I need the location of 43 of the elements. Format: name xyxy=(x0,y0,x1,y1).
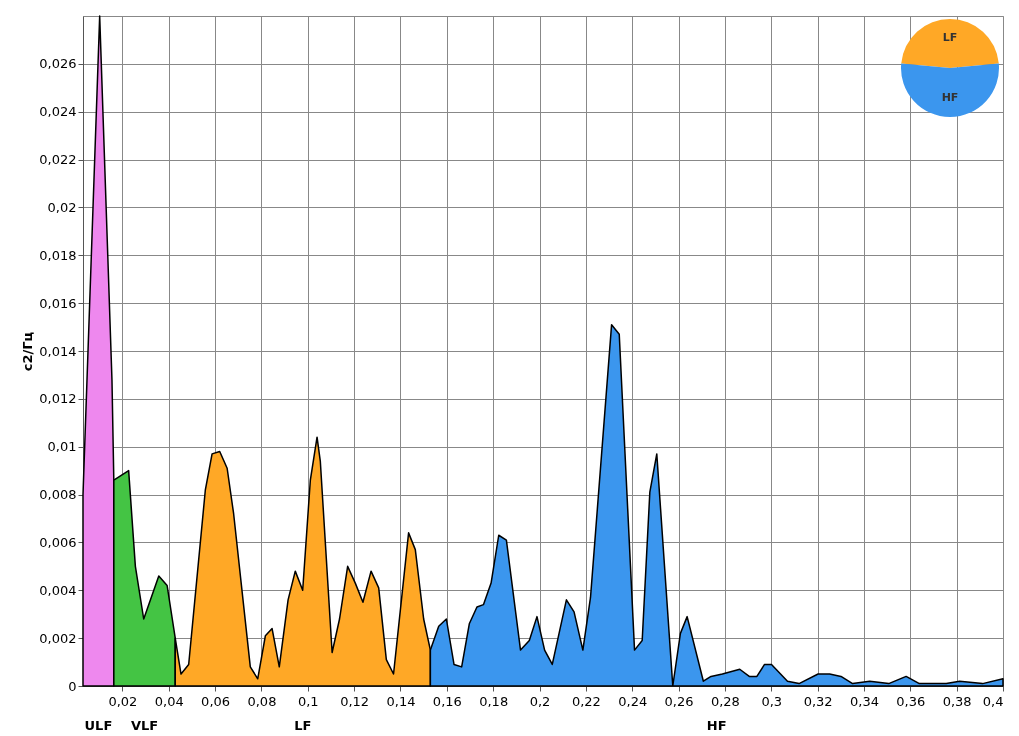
x-tick-label: 0,34 xyxy=(849,693,879,709)
x-tick-label: 0,4 xyxy=(982,693,1004,709)
x-tick-label: 0,32 xyxy=(803,693,833,709)
x-tick-label: 0,16 xyxy=(432,693,462,709)
y-tick-label: 0,026 xyxy=(39,56,77,72)
y-tick-label: 0,012 xyxy=(39,391,77,407)
text: HF xyxy=(706,718,727,733)
x-tick-label: 0,38 xyxy=(942,693,972,709)
y-tick-label: 0,014 xyxy=(39,343,77,359)
x-tick-label: 0,28 xyxy=(710,693,740,709)
y-tick-label: 0,008 xyxy=(39,487,77,503)
x-tick-label: 0,2 xyxy=(529,693,551,709)
x-tick-label: 0,04 xyxy=(154,693,184,709)
pie-slice xyxy=(901,63,999,117)
x-tick-label: 0,06 xyxy=(201,693,231,709)
x-tick-label: 0,08 xyxy=(247,693,277,709)
x-tick-label: 0,3 xyxy=(761,693,783,709)
y-tick-label: 0,01 xyxy=(47,439,77,455)
x-tick-label: 0,24 xyxy=(618,693,648,709)
x-tick-label: 0,02 xyxy=(108,693,138,709)
y-tick-label: 0,018 xyxy=(39,247,77,263)
y-tick-label: 0,016 xyxy=(39,295,77,311)
x-tick-label: 0,1 xyxy=(297,693,319,709)
text: ULF xyxy=(84,718,113,733)
slice-label: LF xyxy=(942,31,958,44)
x-tick-label: 0,18 xyxy=(479,693,509,709)
x-tick-label: 0,36 xyxy=(896,693,926,709)
y-axis-title: c2/Гц xyxy=(20,331,36,372)
y-tick-label: 0,02 xyxy=(47,199,77,215)
y-tick-label: 0 xyxy=(68,678,77,694)
pie-slice xyxy=(901,19,999,68)
y-tick-label: 0,004 xyxy=(39,582,77,598)
x-tick-label: 0,26 xyxy=(664,693,694,709)
x-tick-label: 0,22 xyxy=(571,693,601,709)
y-tick-label: 0,006 xyxy=(39,534,77,550)
slice-label: HF xyxy=(941,91,959,104)
text: LF xyxy=(294,718,312,733)
x-tick-label: 0,12 xyxy=(340,693,370,709)
text: VLF xyxy=(130,718,159,733)
y-tick-label: 0,002 xyxy=(39,630,77,646)
x-tick-label: 0,14 xyxy=(386,693,416,709)
y-tick-label: 0,022 xyxy=(39,152,77,168)
y-tick-label: 0,024 xyxy=(39,104,77,120)
